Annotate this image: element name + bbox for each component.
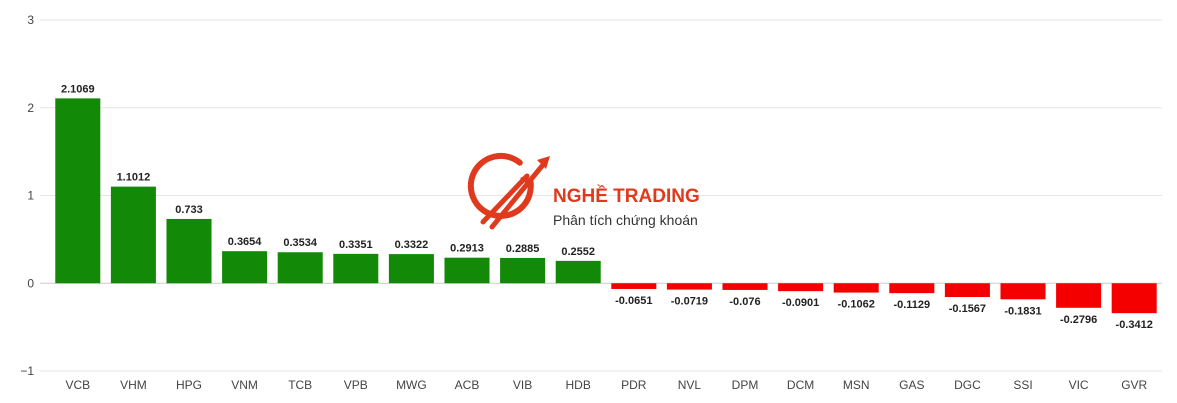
data-label: -0.1567 (949, 303, 986, 315)
bar (277, 252, 323, 284)
x-tick-label: GAS (899, 378, 924, 392)
bar (889, 283, 935, 294)
bar (166, 218, 212, 284)
data-label: 0.733 (175, 204, 203, 216)
data-label: -0.3412 (1116, 319, 1153, 331)
bar (1056, 283, 1102, 308)
data-label: 0.2552 (561, 246, 595, 258)
x-tick-label: TCB (288, 378, 312, 392)
bar (333, 253, 379, 284)
rising-arrow-circle-icon (467, 152, 550, 230)
x-tick-label: SSI (1013, 378, 1032, 392)
x-tick-label: VNM (231, 378, 258, 392)
watermark-title: NGHỀ TRADING (553, 185, 700, 207)
x-tick-label: VPB (344, 378, 368, 392)
watermark-logo: NGHỀ TRADING Phân tích chứng khoán (467, 152, 700, 230)
bar (388, 254, 434, 284)
watermark-subtitle: Phân tích chứng khoán (553, 212, 698, 228)
data-label: 0.3322 (395, 239, 429, 251)
y-tick-label: −1 (20, 364, 34, 378)
bar (444, 257, 490, 284)
bar (778, 283, 824, 292)
x-tick-label: HPG (176, 378, 202, 392)
bar (1000, 283, 1046, 300)
bar (222, 251, 268, 284)
bar (611, 283, 657, 289)
x-tick-label: VIC (1069, 378, 1089, 392)
data-label: 0.3654 (228, 236, 263, 248)
bars (55, 98, 1157, 314)
y-tick-label: 1 (27, 189, 34, 203)
data-label: -0.1062 (838, 299, 875, 311)
bar (944, 283, 990, 298)
data-label: -0.0651 (615, 295, 652, 307)
data-labels: 2.1069 1.1012 0.733 0.3654 0.3534 0.3351 0.332… (61, 83, 1153, 331)
x-tick-label: DGC (954, 378, 981, 392)
x-tick-label: DPM (732, 378, 759, 392)
y-tick-label: 3 (27, 13, 34, 27)
x-tick-label: VIB (513, 378, 532, 392)
data-label: -0.2796 (1060, 314, 1097, 326)
y-tick-label: 2 (27, 101, 34, 115)
data-label: 1.1012 (117, 172, 151, 184)
x-tick-label: ACB (455, 378, 480, 392)
x-tick-label: VHM (120, 378, 147, 392)
y-axis-ticks: 3 2 1 0 −1 (20, 13, 34, 378)
y-tick-label: 0 (27, 276, 34, 290)
data-label: 0.2913 (450, 243, 484, 255)
x-tick-label: MSN (843, 378, 870, 392)
bar (110, 186, 156, 284)
bar (1111, 283, 1157, 314)
x-tick-label: VCB (65, 378, 90, 392)
bar (833, 283, 879, 293)
bar (55, 98, 101, 284)
data-label: -0.1831 (1004, 305, 1041, 317)
bar (722, 283, 768, 290)
data-label: -0.076 (729, 296, 760, 308)
data-label: 2.1069 (61, 83, 95, 95)
data-label: -0.1129 (893, 299, 930, 311)
x-tick-label: MWG (396, 378, 427, 392)
data-label: 0.2885 (506, 243, 540, 255)
data-label: 0.3351 (339, 239, 373, 251)
x-tick-label: NVL (678, 378, 702, 392)
x-tick-label: GVR (1121, 378, 1147, 392)
x-axis-ticks: VCB VHM HPG VNM TCB VPB MWG ACB VIB HDB PDR NVL DPM D… (65, 378, 1147, 392)
x-tick-label: HDB (566, 378, 591, 392)
data-label: 0.3534 (283, 237, 318, 249)
data-label: -0.0901 (782, 297, 819, 309)
bar (500, 257, 546, 284)
x-tick-label: PDR (621, 378, 647, 392)
bar (555, 260, 601, 284)
bar (666, 283, 712, 290)
x-tick-label: DCM (787, 378, 814, 392)
data-label: -0.0719 (671, 296, 708, 308)
